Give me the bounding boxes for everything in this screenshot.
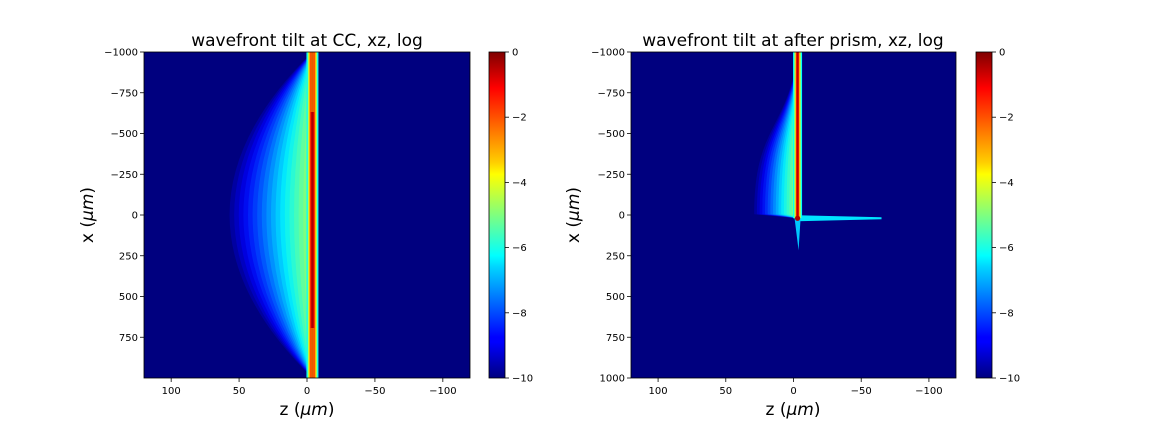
colorbar: 0 −2 −4 −6 −8 −10 bbox=[975, 48, 1020, 385]
colorbar-tick-label: −2 bbox=[512, 113, 527, 124]
colorbar: 0 −2 −4 −6 −8 −10 bbox=[488, 48, 533, 385]
focus-spill bbox=[794, 218, 801, 251]
x-axis-ticks: 100 50 0 −50 −100 bbox=[162, 378, 457, 397]
colorbar-gradient bbox=[489, 52, 505, 378]
y-tick-label: 250 bbox=[606, 251, 625, 262]
pulse-end-fade bbox=[310, 328, 315, 378]
heatmap-field bbox=[754, 52, 882, 251]
colorbar-ticks: 0 −2 −4 −6 −8 −10 bbox=[992, 48, 1020, 385]
x-tick-label: −50 bbox=[364, 386, 385, 397]
y-tick-label: −250 bbox=[111, 170, 138, 181]
y-tick-label: −1000 bbox=[104, 48, 138, 59]
y-tick-label: 0 bbox=[132, 211, 138, 222]
y-tick-label: 500 bbox=[606, 292, 625, 303]
colorbar-tick-label: −10 bbox=[512, 374, 533, 385]
colorbar-tick-label: −4 bbox=[999, 178, 1014, 189]
colorbar-tick-label: −8 bbox=[512, 308, 527, 319]
focus-spot bbox=[794, 215, 801, 221]
pulse-band bbox=[796, 52, 799, 219]
y-axis-label: x (μm) bbox=[564, 187, 584, 243]
y-tick-label: −750 bbox=[111, 88, 138, 99]
colorbar-frame bbox=[975, 51, 993, 379]
x-tick-label: −100 bbox=[915, 386, 942, 397]
y-tick-label: 0 bbox=[619, 211, 625, 222]
x-tick-label: 100 bbox=[649, 386, 668, 397]
colorbar-frame bbox=[488, 51, 506, 379]
colorbar-tick-label: −4 bbox=[512, 178, 527, 189]
colorbar-tick-label: −6 bbox=[512, 243, 527, 254]
heatmap-image bbox=[144, 52, 470, 378]
y-tick-label: 1000 bbox=[600, 374, 625, 385]
y-tick-label: 750 bbox=[119, 333, 138, 344]
colorbar-tick-label: −8 bbox=[999, 308, 1014, 319]
x-tick-label: 50 bbox=[233, 386, 246, 397]
colorbar-tick-label: 0 bbox=[512, 48, 518, 59]
colorbar-tick-label: −2 bbox=[999, 113, 1014, 124]
x-tick-label: 0 bbox=[790, 386, 796, 397]
y-tick-label: −500 bbox=[111, 129, 138, 140]
heatmap-field bbox=[229, 52, 319, 378]
x-tick-label: 50 bbox=[719, 386, 732, 397]
y-tick-label: 500 bbox=[119, 292, 138, 303]
x-axis-label: z (μm) bbox=[766, 400, 821, 420]
x-tick-label: 0 bbox=[304, 386, 310, 397]
heatmap-panel-after-prism: wavefront tilt at after prism, xz, log 1… bbox=[564, 31, 1020, 420]
x-tick-label: −100 bbox=[429, 386, 456, 397]
y-tick-label: 250 bbox=[119, 251, 138, 262]
y-tick-label: 750 bbox=[606, 333, 625, 344]
y-tick-label: −1000 bbox=[591, 48, 625, 59]
colorbar-gradient bbox=[976, 52, 992, 378]
heatmap-image bbox=[631, 52, 956, 378]
y-axis-label: x (μm) bbox=[78, 187, 98, 243]
pulse-end-fade bbox=[310, 52, 315, 112]
y-axis-ticks: −1000 −750 −500 −250 0 250 500 750 1000 bbox=[591, 48, 631, 385]
chart-title: wavefront tilt at after prism, xz, log bbox=[642, 31, 943, 51]
colorbar-ticks: 0 −2 −4 −6 −8 −10 bbox=[505, 48, 533, 385]
colorbar-tick-label: −10 bbox=[999, 374, 1020, 385]
x-tick-label: 100 bbox=[162, 386, 181, 397]
colorbar-tick-label: −6 bbox=[999, 243, 1014, 254]
pulse-band bbox=[311, 52, 314, 378]
chart-title: wavefront tilt at CC, xz, log bbox=[191, 31, 423, 51]
x-axis-label: z (μm) bbox=[280, 400, 335, 420]
y-tick-label: −750 bbox=[598, 88, 625, 99]
heatmap-panel-cc: wavefront tilt at CC, xz, log 100 50 0 −50−… bbox=[78, 31, 533, 420]
y-tick-label: −250 bbox=[598, 170, 625, 181]
x-tick-label: −50 bbox=[851, 386, 872, 397]
y-tick-label: −500 bbox=[598, 129, 625, 140]
x-axis-ticks: 100 50 0 −50 −100 bbox=[649, 378, 943, 397]
colorbar-tick-label: 0 bbox=[999, 48, 1005, 59]
focus-streak bbox=[797, 215, 882, 222]
y-axis-ticks: −1000 −750 −500 −250 0 250 500 750 bbox=[104, 48, 144, 344]
